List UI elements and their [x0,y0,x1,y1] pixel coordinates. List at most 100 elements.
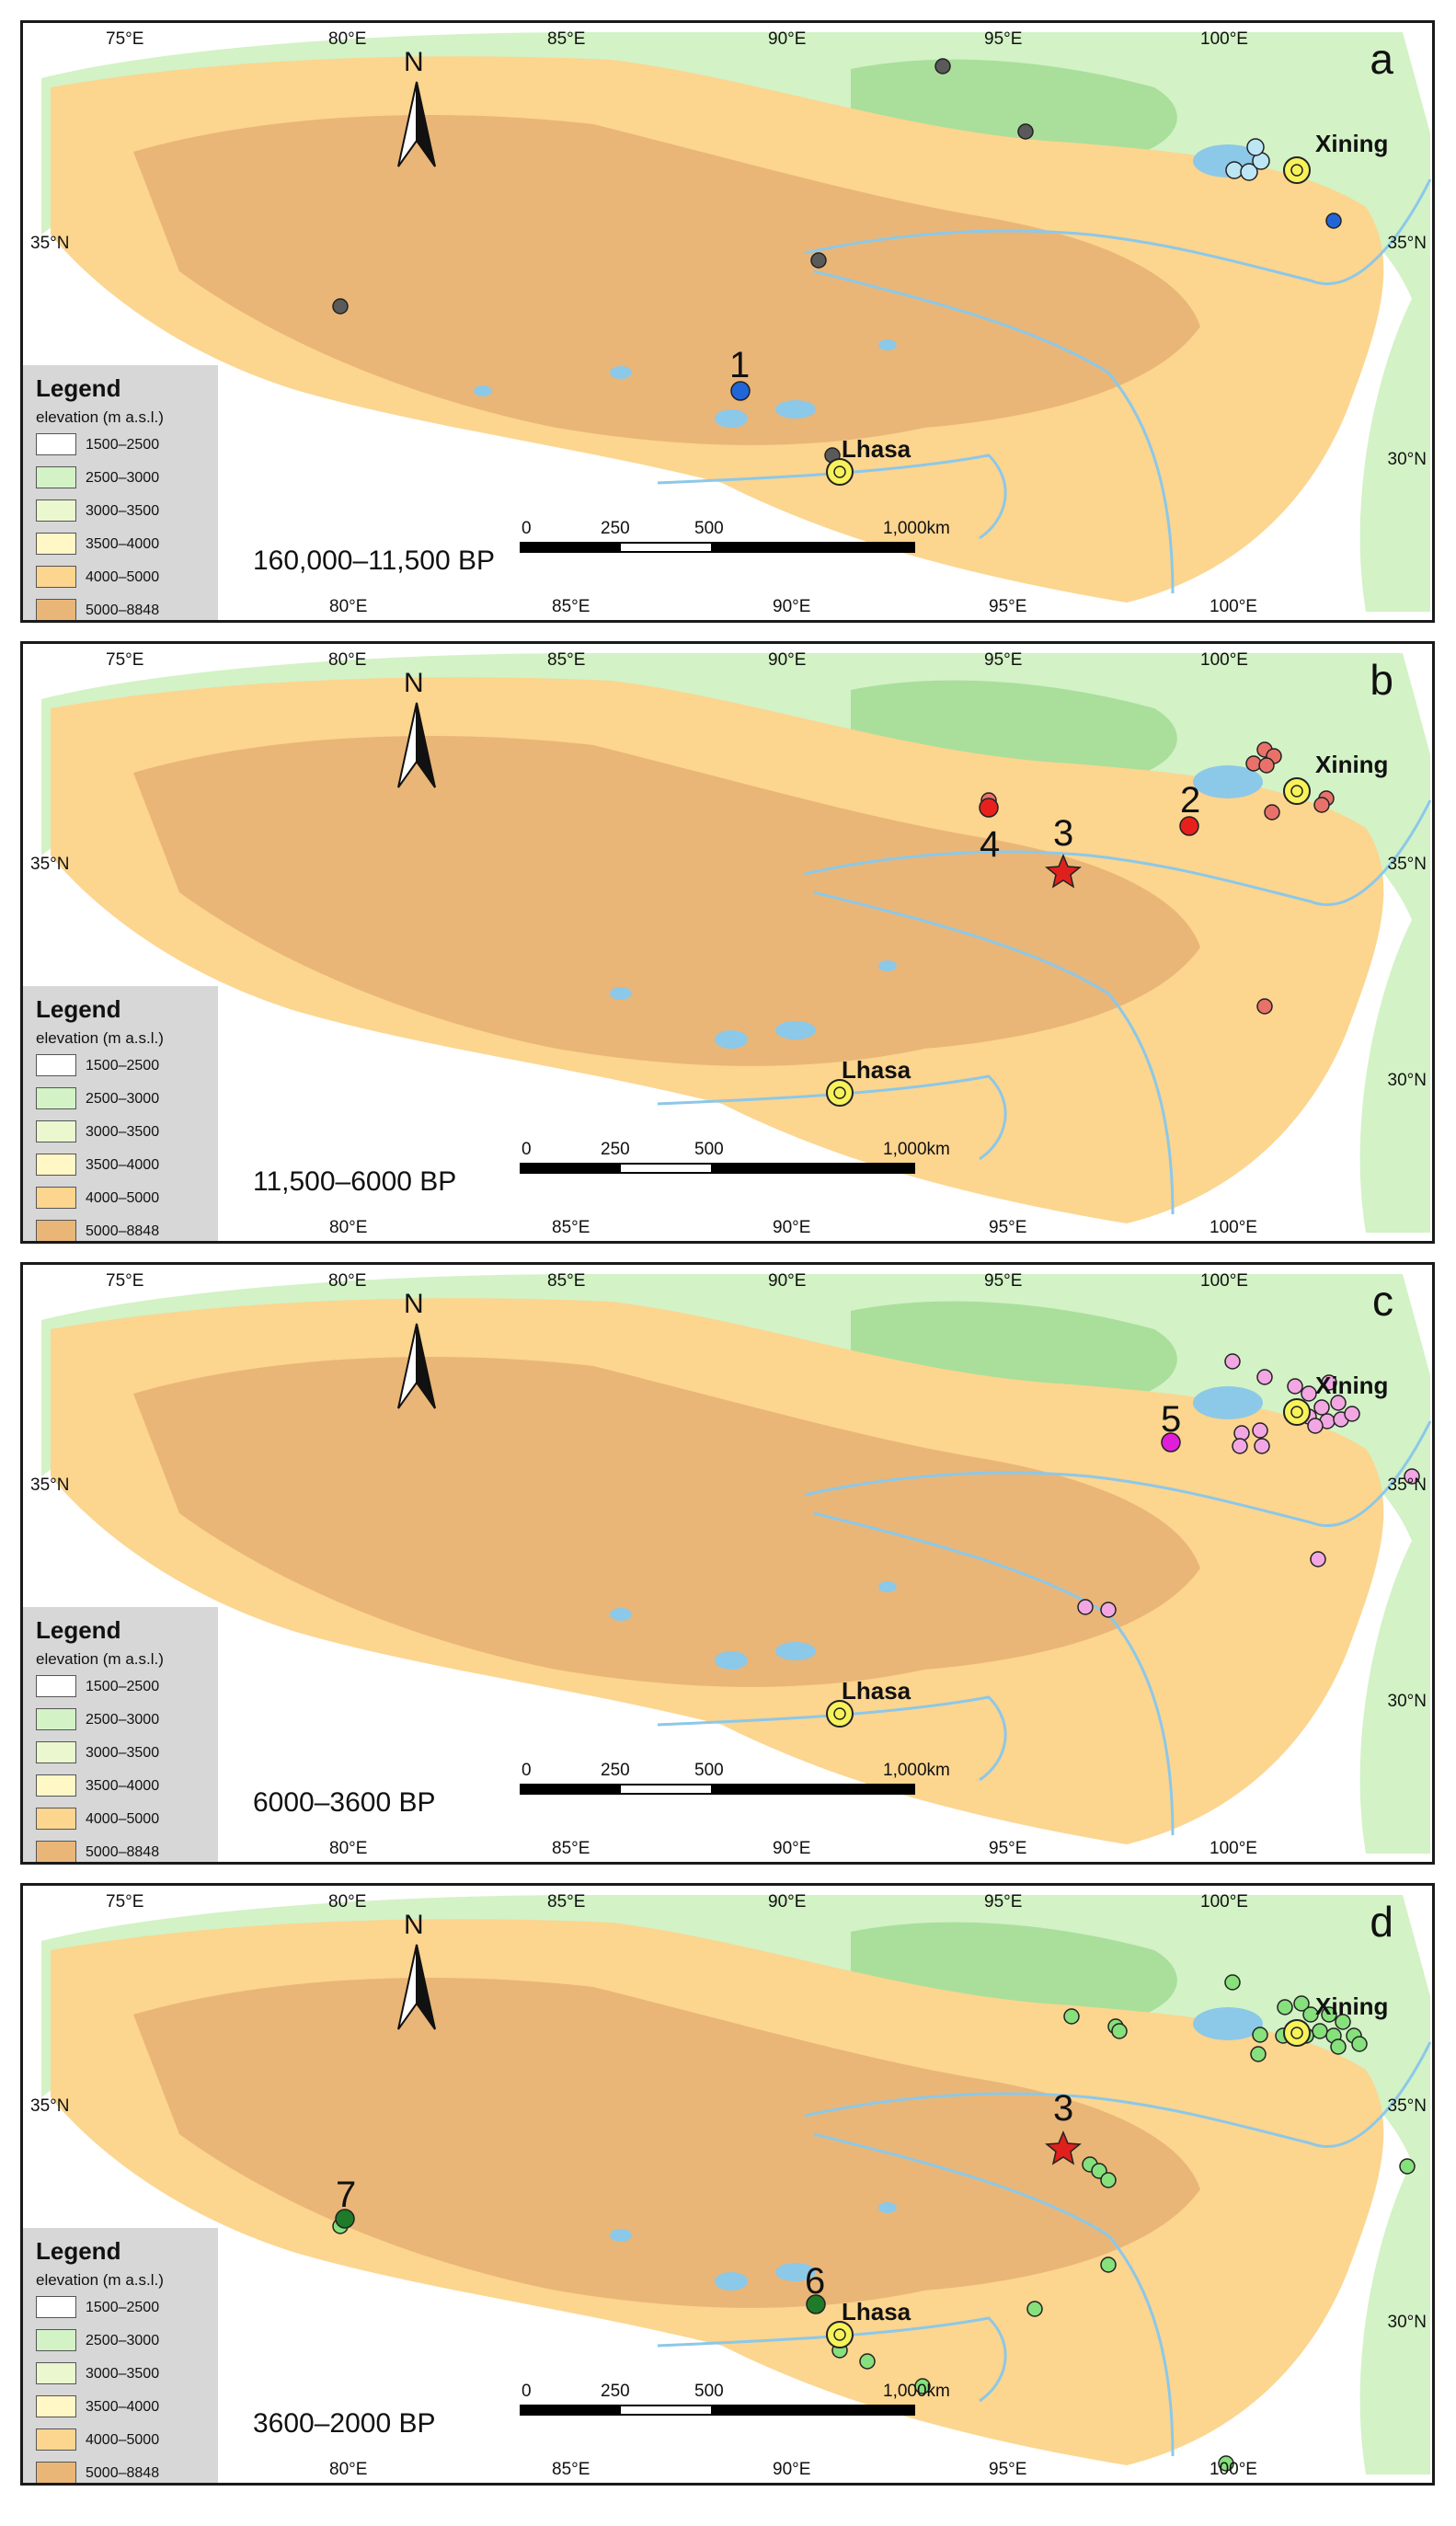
lon-label-bottom: 100°E [1210,1218,1257,1237]
upper-yellow-river [804,1420,1432,1527]
lon-label-top: 90°E [768,29,807,49]
site-2-dot [1179,816,1199,836]
city-marker-xining [1283,2019,1311,2047]
site-3-star [1045,854,1082,889]
city-label-lhasa: Lhasa [842,435,911,463]
legend-row: 4000–5000 [36,2428,211,2456]
legend-row: 3500–4000 [36,2395,211,2423]
terrain-map [23,1886,1432,2483]
lon-label-top: 95°E [984,29,1023,49]
legend-row: 4000–5000 [36,566,211,593]
plateau-lake [878,339,897,350]
site-dot [1399,2158,1416,2175]
legend-subtitle: elevation (m a.s.l.) [36,1650,164,1668]
map-panel-d: 75°E 80°E 85°E 90°E 95°E 100°E 80°E 85°E… [20,1883,1435,2486]
legend-row: 2500–3000 [36,1087,211,1115]
north-label: N [404,1910,424,1940]
lon-label-top: 85°E [547,1271,586,1291]
period-label: 3600–2000 BP [253,2408,436,2439]
legend-row: 5000–8848 [36,2462,211,2483]
upper-yangtze [813,890,1175,1215]
site-dot [859,2353,876,2370]
plateau-lake [715,409,748,428]
site-dot [1277,1999,1293,2015]
city-marker-xining-inner [1290,785,1303,798]
city-marker-lhasa-inner [833,1086,846,1099]
city-marker-xining-inner [1290,1406,1303,1418]
city-label-xining: Xining [1315,130,1389,157]
site-5-dot [1161,1432,1181,1452]
site-dot [1224,1974,1241,1991]
lon-label-top: 95°E [984,650,1023,670]
plateau-lake [610,2229,632,2242]
legend-subtitle: elevation (m a.s.l.) [36,2271,164,2289]
legend-row: 3000–3500 [36,1741,211,1769]
site-dot [1026,2301,1043,2317]
lon-label-bottom: 95°E [989,597,1027,616]
legend-row: 4000–5000 [36,1808,211,1835]
legend-row: 5000–8848 [36,1220,211,1241]
yarlung-tsangpo [657,1695,1007,1782]
yarlung-tsangpo [657,2316,1007,2403]
legend-row: 3500–4000 [36,533,211,560]
plateau-lake [775,1021,816,1039]
map-panel-c: 75°E 80°E 85°E 90°E 95°E 100°E 80°E 85°E… [20,1262,1435,1865]
north-arrow-icon [397,1944,436,2030]
upper-yellow-river [804,2041,1432,2148]
legend-row: 3000–3500 [36,499,211,527]
lon-label-top: 90°E [768,1892,807,1912]
terrain-map [23,23,1432,620]
north-arrow: N [389,49,444,168]
site-dot [810,252,827,269]
city-label-xining: Xining [1315,751,1389,778]
site-dot [1252,2027,1268,2043]
plateau-lake [610,987,632,1000]
site-dot [1100,2256,1117,2273]
legend-row: 5000–8848 [36,599,211,620]
lon-label-bottom: 95°E [989,2460,1027,2479]
legend: Legend elevation (m a.s.l.) 1500–2500 25… [23,2228,218,2483]
north-arrow-icon [397,702,436,788]
city-marker-lhasa-inner [833,465,846,478]
qinghai-lake [1193,1386,1263,1419]
legend-row: 1500–2500 [36,1675,211,1703]
lat-label-right: 30°N [1387,2313,1427,2332]
very-high-zone [133,736,1200,1066]
site-dot [1246,138,1265,156]
site-dot [914,2378,931,2394]
terrain-map [23,1265,1432,1862]
panel-letter: c [1372,1277,1393,1325]
lon-label-bottom: 85°E [552,1839,590,1858]
city-marker-lhasa-inner [833,2328,846,2341]
very-high-zone [133,1357,1200,1687]
lat-label-right: 30°N [1387,450,1427,469]
plateau-lake [610,1608,632,1621]
lat-label-left: 35°N [30,2096,70,2116]
north-label: N [404,47,424,77]
site-dot [1218,2455,1234,2472]
site-3-star [1045,2130,1082,2165]
plateau-lake [715,1651,748,1670]
legend-subtitle: elevation (m a.s.l.) [36,1029,164,1047]
lon-label-bottom: 85°E [552,2460,590,2479]
upper-yellow-river [804,178,1432,285]
site-number-label: 3 [1053,813,1074,854]
lon-label-top: 75°E [106,1271,144,1291]
legend-row: 3500–4000 [36,1774,211,1802]
site-dot [1302,2006,1319,2023]
site-6-dot [806,2294,826,2314]
site-number-label: 5 [1161,1399,1182,1440]
map-panel-a: 75°E 80°E 85°E 90°E 95°E 100°E 80°E 85°E… [20,20,1435,623]
lon-label-top: 90°E [768,650,807,670]
plateau-lake [715,1030,748,1049]
site-dot [1325,212,1342,229]
lon-label-bottom: 85°E [552,597,590,616]
legend-row: 2500–3000 [36,466,211,494]
period-label: 11,500–6000 BP [253,1166,457,1197]
legend-row: 3000–3500 [36,2362,211,2390]
legend: Legend elevation (m a.s.l.) 1500–2500 25… [23,1607,218,1862]
site-dot [1321,1374,1337,1391]
lon-label-bottom: 100°E [1210,2460,1257,2479]
site-7-dot [335,2209,355,2229]
lat-label-left: 35°N [30,234,70,253]
